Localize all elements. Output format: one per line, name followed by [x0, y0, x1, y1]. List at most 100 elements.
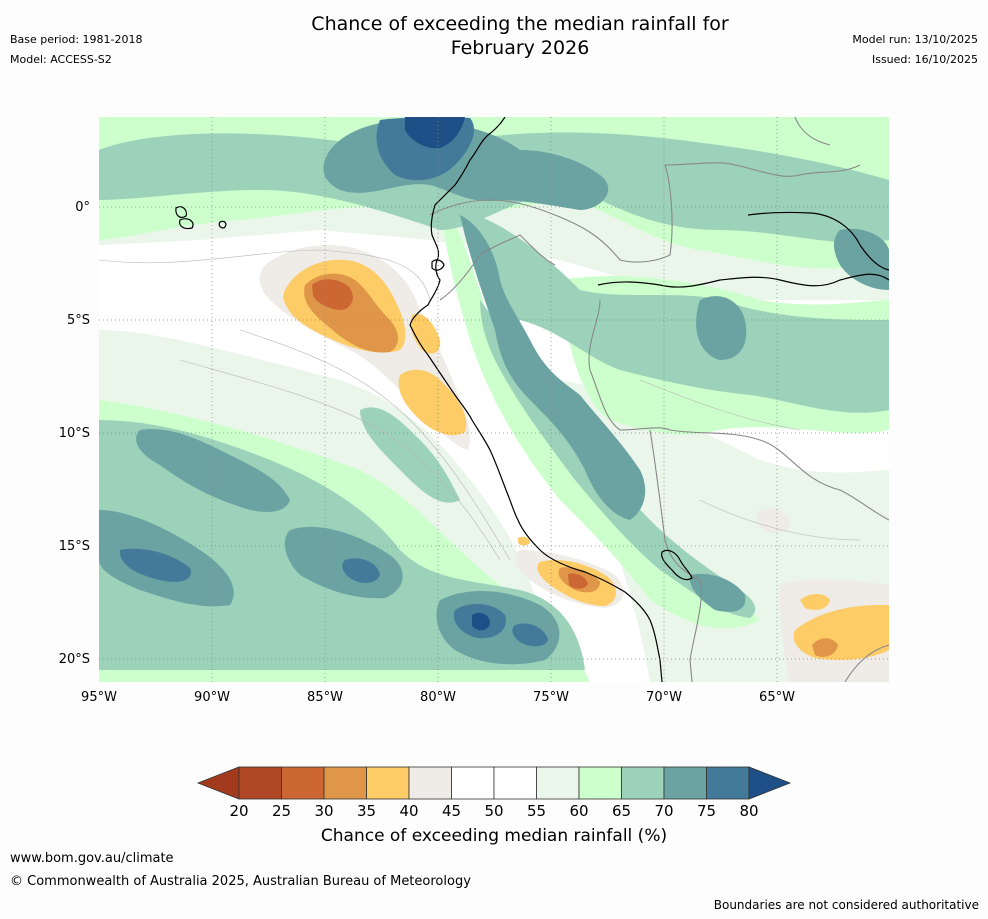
colorbar-low-arrow	[196, 766, 240, 800]
title-line-1: Chance of exceeding the median rainfall …	[311, 13, 729, 35]
region-70-75-southeast	[689, 573, 746, 612]
lon-label-80w: 80°W	[420, 690, 456, 705]
title-line-2: February 2026	[450, 37, 590, 59]
border-colombia-ecuador	[429, 199, 556, 216]
river-north	[747, 211, 889, 271]
colorbar-tick-label: 40	[399, 802, 418, 820]
colorbar-swatches	[238, 766, 750, 800]
colorbar-swatch	[493, 766, 537, 800]
map-field	[99, 117, 889, 682]
colorbar-tick-label: 75	[697, 802, 716, 820]
colorbar-swatch	[536, 766, 580, 800]
lon-label-65w: 65°W	[759, 690, 795, 705]
region-35-40-mid	[398, 369, 467, 436]
meta-left: Base period: 1981-2018 Model: ACCESS-S2	[10, 30, 142, 70]
colorbar-tick-label: 60	[569, 802, 588, 820]
region-70-75-peru-amazon	[460, 215, 646, 520]
probability-shading	[99, 117, 889, 682]
region-25-30-south	[568, 573, 588, 589]
coastline-west	[409, 117, 663, 682]
galapagos-3	[218, 220, 227, 229]
region-65-70-amazon	[460, 210, 889, 413]
longitude-labels: 95°W 90°W 85°W 80°W 75°W 70°W 65°W	[81, 690, 795, 705]
colorbar-tick-label: 30	[314, 802, 333, 820]
meta-right: Model run: 13/10/2025 Issued: 16/10/2025	[852, 30, 978, 70]
region-70-75-east	[696, 296, 747, 360]
colorbar-tick-label: 25	[272, 802, 291, 820]
lon-label-90w: 90°W	[194, 690, 230, 705]
border-peru-bolivia	[649, 429, 701, 581]
region-80-plus-south	[472, 612, 490, 631]
galapagos-1	[175, 206, 187, 219]
latitude-labels: 0° 5°S 10°S 15°S 20°S	[59, 200, 90, 667]
colorbar-tick-label: 45	[442, 802, 461, 820]
contour-lines	[99, 249, 861, 561]
footer-copyright: © Commonwealth of Australia 2025, Austra…	[10, 874, 471, 889]
footer-note: Boundaries are not considered authoritat…	[713, 898, 979, 912]
contour-line-3	[239, 329, 511, 561]
base-period: Base period: 1981-2018	[10, 33, 143, 46]
model-name: Model: ACCESS-S2	[10, 53, 112, 66]
colorbar-swatch	[238, 766, 282, 800]
colorbar-tick-label: 55	[527, 802, 546, 820]
colorbar-swatch	[366, 766, 410, 800]
colorbar-high-arrow	[748, 766, 792, 800]
gulf-islands	[431, 259, 445, 271]
lake-titicaca	[661, 549, 693, 581]
colorbar-tick-label: 35	[357, 802, 376, 820]
contour-line-5	[699, 499, 861, 541]
coastline	[175, 117, 889, 682]
region-60-65-andes	[440, 200, 760, 629]
border-venezuela	[734, 164, 861, 177]
region-75-80-southwest	[119, 548, 191, 582]
region-30-35-southeast	[812, 638, 838, 657]
lat-label-0: 0°	[75, 200, 90, 215]
colorbar-swatch	[663, 766, 707, 800]
region-75-80-mid	[342, 558, 380, 583]
border-colombia-brazil	[554, 162, 736, 263]
region-80-plus-north	[405, 117, 465, 149]
colorbar: 20 25 30 35 40 45 50 55 60 65 70 75 80	[196, 766, 792, 820]
border-ecuador-peru	[439, 234, 556, 301]
region-35-40-coast-strip	[410, 314, 441, 354]
lat-label-20s: 20°S	[59, 652, 90, 667]
colorbar-ticks: 20 25 30 35 40 45 50 55 60 65 70 75 80	[229, 802, 758, 820]
colorbar-tick-label: 50	[484, 802, 503, 820]
chart-title: Chance of exceeding the median rainfall …	[0, 12, 988, 60]
footer-url[interactable]: www.bom.gov.au/climate	[10, 851, 174, 866]
colorbar-swatch	[706, 766, 750, 800]
contour-line-2	[179, 359, 501, 561]
colorbar-swatch	[323, 766, 367, 800]
lon-label-95w: 95°W	[81, 690, 117, 705]
region-75-80-south-b	[512, 623, 548, 647]
colorbar-swatch	[281, 766, 325, 800]
region-35-40-small	[518, 536, 530, 546]
lat-label-5s: 5°S	[67, 313, 90, 328]
border-peru-brazil	[588, 299, 671, 431]
colorbar-swatch	[408, 766, 452, 800]
galapagos-2	[179, 218, 194, 230]
coastline-rivers	[597, 273, 889, 288]
colorbar-tick-label: 65	[612, 802, 631, 820]
colorbar-tick-label: 20	[229, 802, 248, 820]
border-brazil-north	[794, 117, 831, 146]
lon-label-75w: 75°W	[533, 690, 569, 705]
border-bolivia-brazil	[669, 429, 889, 521]
region-65-70-coastal	[360, 407, 460, 503]
lat-label-10s: 10°S	[59, 426, 90, 441]
model-run: Model run: 13/10/2025	[852, 33, 978, 46]
region-70-75-southwest-b	[136, 429, 290, 512]
region-35-40-southeast-b	[800, 594, 830, 610]
contour-line-4	[639, 379, 801, 431]
lon-label-70w: 70°W	[646, 690, 682, 705]
colorbar-label: Chance of exceeding median rainfall (%)	[320, 826, 668, 846]
region-25-30-north	[312, 279, 353, 310]
issued-date: Issued: 16/10/2025	[871, 53, 978, 66]
border-bolivia-chile	[689, 579, 702, 682]
lat-label-15s: 15°S	[59, 539, 90, 554]
colorbar-swatch	[621, 766, 665, 800]
colorbar-swatch	[578, 766, 622, 800]
colorbar-swatch	[451, 766, 495, 800]
colorbar-tick-label: 70	[654, 802, 673, 820]
